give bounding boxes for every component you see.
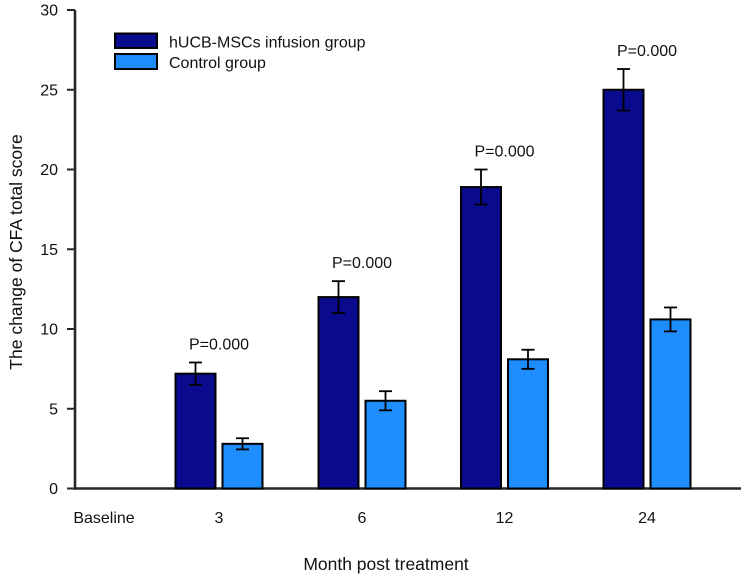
p-value-annotation-12: P=0.000: [474, 144, 534, 161]
bar-control-24: [649, 318, 692, 490]
bar-hucb-mscs-6: [317, 296, 360, 490]
y-tick-label-15: 15: [40, 242, 58, 259]
legend-swatch-control: [114, 53, 158, 70]
y-tick-label-5: 5: [49, 401, 58, 418]
y-tick-label-10: 10: [40, 322, 58, 339]
y-tick-label-0: 0: [49, 481, 58, 498]
p-value-annotation-3: P=0.000: [189, 336, 249, 353]
x-category-label-12: 12: [496, 510, 514, 527]
y-axis-title: The change of CFA total score: [6, 134, 26, 369]
bar-hucb-mscs-12: [460, 186, 502, 490]
x-category-label-baseline: Baseline: [73, 510, 134, 527]
x-category-label-24: 24: [638, 510, 656, 527]
bar-hucb-mscs-24: [602, 88, 645, 490]
y-tick-label-30: 30: [40, 3, 58, 20]
bar-control-3: [221, 442, 264, 490]
x-axis-title: Month post treatment: [303, 554, 468, 574]
legend-swatch-hucb-mscs: [114, 32, 158, 49]
legend: hUCB-MSCs infusion group Control group: [114, 32, 366, 72]
x-category-label-3: 3: [215, 510, 224, 527]
bar-control-12: [507, 358, 549, 490]
y-tick-label-25: 25: [40, 82, 58, 99]
chart-render-layer: 0 5 10 15 20 25 30 Baseline 3 6 12 24 P=0.000 P=0.000…: [40, 3, 741, 527]
bar-control-6: [364, 399, 407, 490]
y-tick-label-20: 20: [40, 162, 58, 179]
p-value-annotation-6: P=0.000: [332, 255, 392, 272]
x-category-label-6: 6: [358, 510, 367, 527]
legend-label-hucb-mscs: hUCB-MSCs infusion group: [169, 35, 366, 52]
p-value-annotation-24: P=0.000: [617, 43, 677, 60]
legend-label-control: Control group: [169, 55, 266, 72]
bar-hucb-mscs-3: [174, 372, 217, 490]
